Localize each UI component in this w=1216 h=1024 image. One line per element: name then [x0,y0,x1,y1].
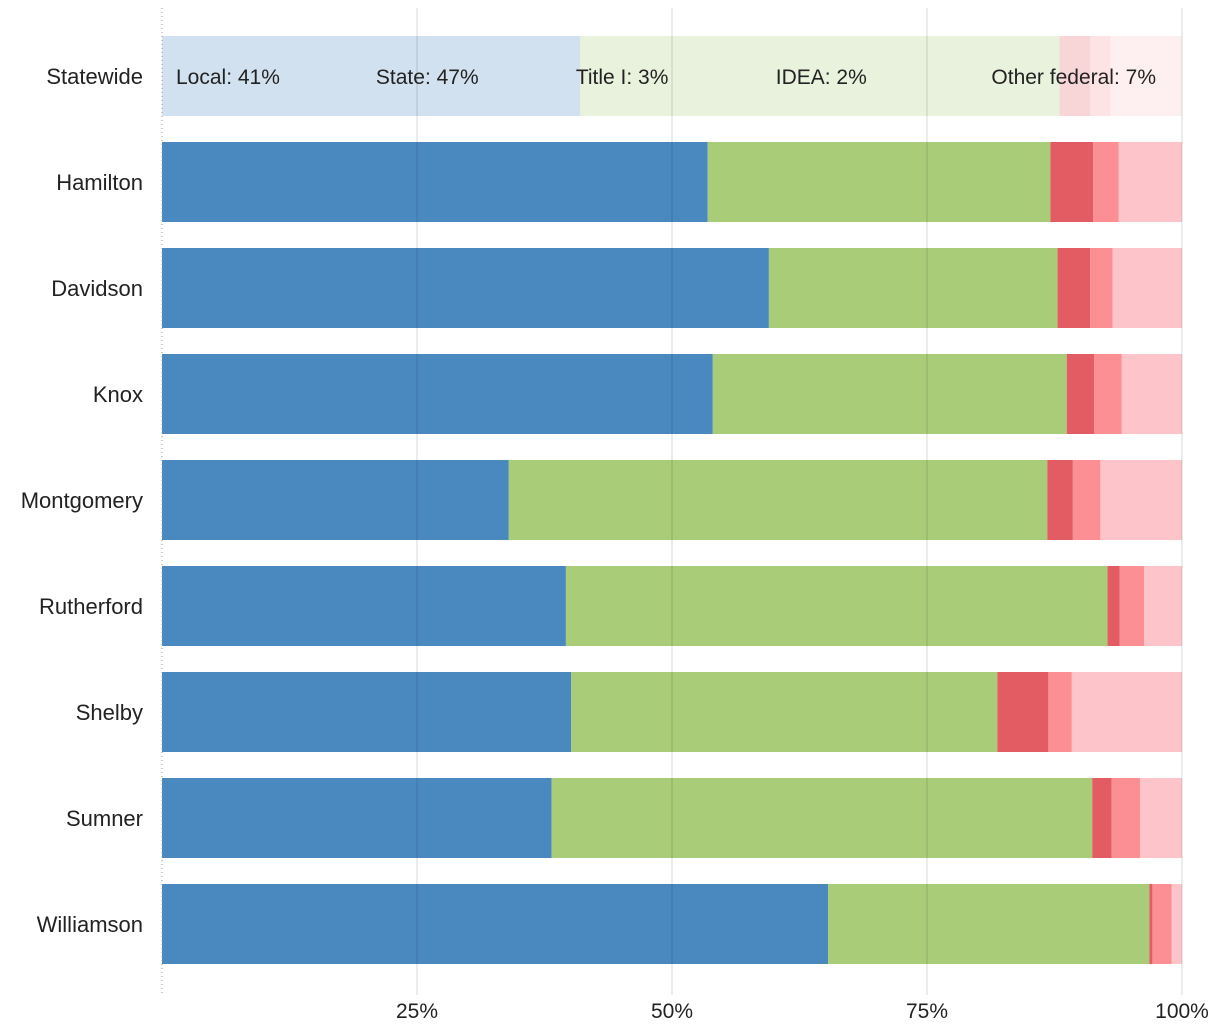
bar-segment-hamilton-title-i [1050,142,1094,222]
bar-segment-shelby-idea [1048,672,1072,752]
bar-segment-knox-other-federal [1121,354,1182,434]
bar-segment-rutherford-idea [1119,566,1145,646]
bar-segment-statewide-local [162,36,581,116]
bar-segment-rutherford-local [162,566,566,646]
bar-segment-knox-local [162,354,713,434]
row-label-hamilton: Hamilton [56,170,143,195]
row-label-knox: Knox [93,382,143,407]
statewide-label-2: Title I: 3% [576,66,669,89]
row-label-statewide: Statewide [46,64,143,89]
gridlines-group [416,8,1183,995]
row-label-montgomery: Montgomery [21,488,143,513]
bar-segment-sumner-idea [1111,778,1141,858]
bar-segment-williamson-idea [1152,884,1172,964]
bar-segment-shelby-title-i [997,672,1049,752]
x-tick-label-75: 75% [906,1000,948,1023]
row-label-sumner: Sumner [66,806,143,831]
bar-segment-montgomery-title-i [1047,460,1073,540]
statewide-label-1: State: 47% [376,66,479,89]
x-tick-label-25: 25% [396,1000,438,1023]
statewide-label-4: Other federal: 7% [991,66,1156,89]
bar-segment-rutherford-title-i [1107,566,1120,646]
row-label-davidson: Davidson [51,276,143,301]
bar-segment-shelby-state [571,672,998,752]
bar-segment-hamilton-local [162,142,708,222]
bar-segment-williamson-title-i [1149,884,1153,964]
row-label-rutherford: Rutherford [39,594,143,619]
bar-segment-knox-state [712,354,1067,434]
bar-segment-williamson-other-federal [1171,884,1182,964]
bar-segment-montgomery-idea [1072,460,1101,540]
bar-segment-shelby-local [162,672,572,752]
bar-segment-hamilton-state [707,142,1051,222]
row-label-shelby: Shelby [76,700,143,725]
bar-segment-shelby-other-federal [1071,672,1182,752]
bar-segment-davidson-other-federal [1112,248,1182,328]
bar-segment-davidson-title-i [1057,248,1091,328]
bars-group [162,36,1182,964]
bar-segment-davidson-local [162,248,769,328]
x-tick-label-50: 50% [651,1000,693,1023]
bar-segment-davidson-idea [1090,248,1113,328]
bar-segment-hamilton-idea [1093,142,1119,222]
bar-segment-williamson-local [162,884,829,964]
bar-segment-montgomery-other-federal [1100,460,1182,540]
bar-segment-williamson-state [828,884,1150,964]
x-tick-label-100: 100% [1155,1000,1209,1023]
bar-segment-sumner-title-i [1092,778,1112,858]
bar-segment-statewide-state [580,36,1060,116]
bar-segment-rutherford-state [565,566,1108,646]
statewide-label-0: Local: 41% [176,66,280,89]
statewide-label-3: IDEA: 2% [776,66,867,89]
bar-segment-davidson-state [768,248,1058,328]
bar-segment-hamilton-other-federal [1118,142,1182,222]
bar-segment-montgomery-local [162,460,509,540]
bar-segment-sumner-state [551,778,1093,858]
bar-segment-montgomery-state [508,460,1048,540]
row-label-williamson: Williamson [37,912,143,937]
bar-segment-statewide-idea [1090,36,1111,116]
bar-segment-rutherford-other-federal [1144,566,1182,646]
bar-segment-statewide-title-i [1059,36,1091,116]
bar-segment-knox-title-i [1066,354,1095,434]
bar-segment-sumner-other-federal [1140,778,1182,858]
bar-segment-statewide-other-federal [1110,36,1182,116]
bar-segment-knox-idea [1094,354,1122,434]
bar-segment-sumner-local [162,778,552,858]
